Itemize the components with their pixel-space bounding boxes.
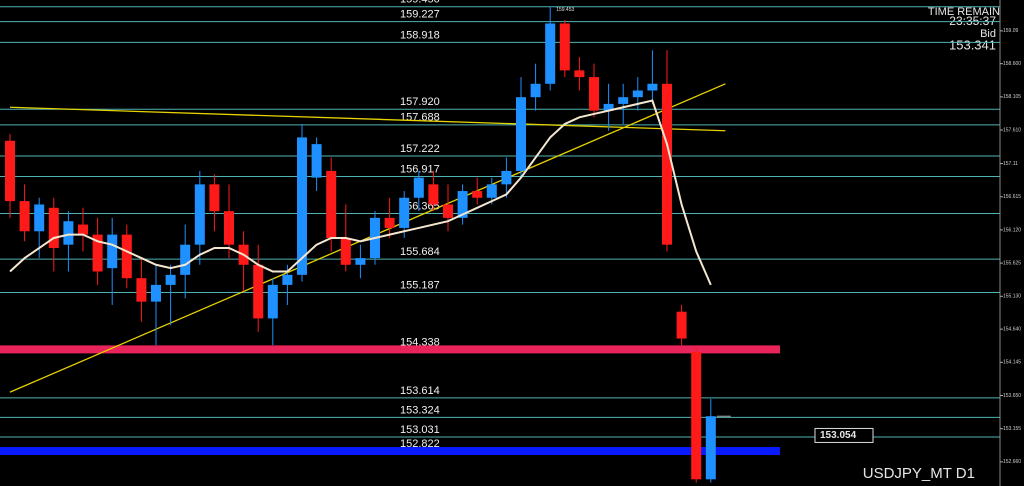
candle-body [92, 234, 103, 272]
candle-body [34, 204, 45, 232]
y-tick-label: 158.105 [1003, 94, 1021, 100]
y-tick-label: 156.120 [1003, 227, 1021, 233]
y-tick-label: 158.600 [1003, 61, 1021, 67]
timer-label: TIME REMAIN [928, 6, 1000, 18]
level-label: 153.324 [400, 404, 440, 416]
level-label: 159.227 [400, 9, 440, 21]
candle-body [253, 264, 264, 319]
level-label: 153.031 [400, 424, 440, 436]
candle-body [472, 191, 483, 198]
level-label: 157.222 [400, 143, 440, 155]
level-label: 153.614 [400, 385, 440, 397]
level-label: 157.920 [400, 96, 440, 108]
candle-body [5, 140, 15, 202]
candle-body [603, 103, 614, 111]
candle-body [691, 351, 702, 480]
candle-body [428, 184, 439, 205]
candle-body [267, 284, 278, 319]
y-tick-label: 155.625 [1003, 260, 1021, 266]
symbol: USDJPY_MT D1 [863, 465, 975, 482]
high-marker: 159.453 [556, 7, 574, 13]
candle-body [559, 23, 570, 71]
y-tick-label: 153.155 [1003, 426, 1021, 432]
y-tick-label: 159.580 [1003, 0, 1021, 1]
candle-body [545, 23, 556, 84]
candle-body [19, 201, 30, 232]
candle-body [486, 184, 497, 198]
candle-body [282, 274, 293, 285]
y-tick-label: 157.610 [1003, 127, 1021, 133]
candle-body [209, 184, 220, 212]
level-label: 159.450 [400, 0, 440, 6]
candle-body [632, 90, 643, 98]
candle-body [340, 237, 351, 265]
candle-body [165, 274, 176, 285]
candle-body [662, 83, 672, 245]
price-box-label: 153.054 [820, 430, 857, 441]
y-tick-label: 159.09 [1003, 28, 1019, 34]
candle-body [676, 311, 687, 339]
candle-body [151, 284, 161, 302]
candle-body [355, 258, 366, 265]
candle-body [384, 217, 395, 228]
candle-body [457, 191, 468, 218]
level-label: 158.918 [400, 29, 440, 41]
candle-body [574, 70, 585, 78]
candle-body [180, 244, 191, 275]
candle-body [530, 83, 541, 98]
bid-label: Bid [980, 28, 996, 40]
level-label: 156.917 [400, 163, 440, 175]
candle-body [48, 207, 59, 249]
trendline [9, 83, 726, 393]
level-label: 155.187 [400, 279, 440, 291]
y-tick-label: 154.640 [1003, 326, 1021, 332]
y-tick-label: 157.11 [1003, 161, 1018, 167]
trendline [9, 106, 726, 132]
candle-body [326, 170, 337, 238]
candle-body [78, 224, 88, 235]
price-box [814, 427, 874, 443]
candle-body [224, 211, 234, 245]
candle-body [311, 144, 322, 178]
level-label: 157.688 [400, 112, 440, 124]
candle-body [107, 234, 118, 269]
candle-body [443, 204, 453, 218]
level-label: 155.684 [400, 246, 440, 258]
y-tick-label: 155.130 [1003, 294, 1021, 300]
y-tick-label: 154.145 [1003, 360, 1021, 366]
y-tick-label: 153.650 [1003, 393, 1021, 399]
y-tick-label: 156.615 [1003, 194, 1021, 200]
candle-body [194, 184, 205, 245]
candle-body [413, 177, 424, 198]
level-label: 152.822 [400, 438, 440, 450]
level-zone [0, 447, 780, 456]
candle-body [618, 97, 629, 104]
bid: 153.341 [949, 37, 996, 52]
candle-body [63, 221, 74, 245]
candle-body [705, 416, 716, 480]
y-tick-label: 152.660 [1003, 459, 1021, 465]
candle-body [121, 234, 132, 279]
candle-body [501, 170, 512, 185]
candle-body [297, 137, 307, 275]
candle-body [136, 278, 147, 302]
candle-body [399, 197, 410, 228]
moving-average [9, 99, 712, 286]
level-label: 154.338 [400, 336, 440, 348]
candle-body [516, 97, 526, 171]
candle-body [647, 83, 658, 91]
level-zone [0, 345, 780, 354]
candle-body [589, 77, 599, 111]
